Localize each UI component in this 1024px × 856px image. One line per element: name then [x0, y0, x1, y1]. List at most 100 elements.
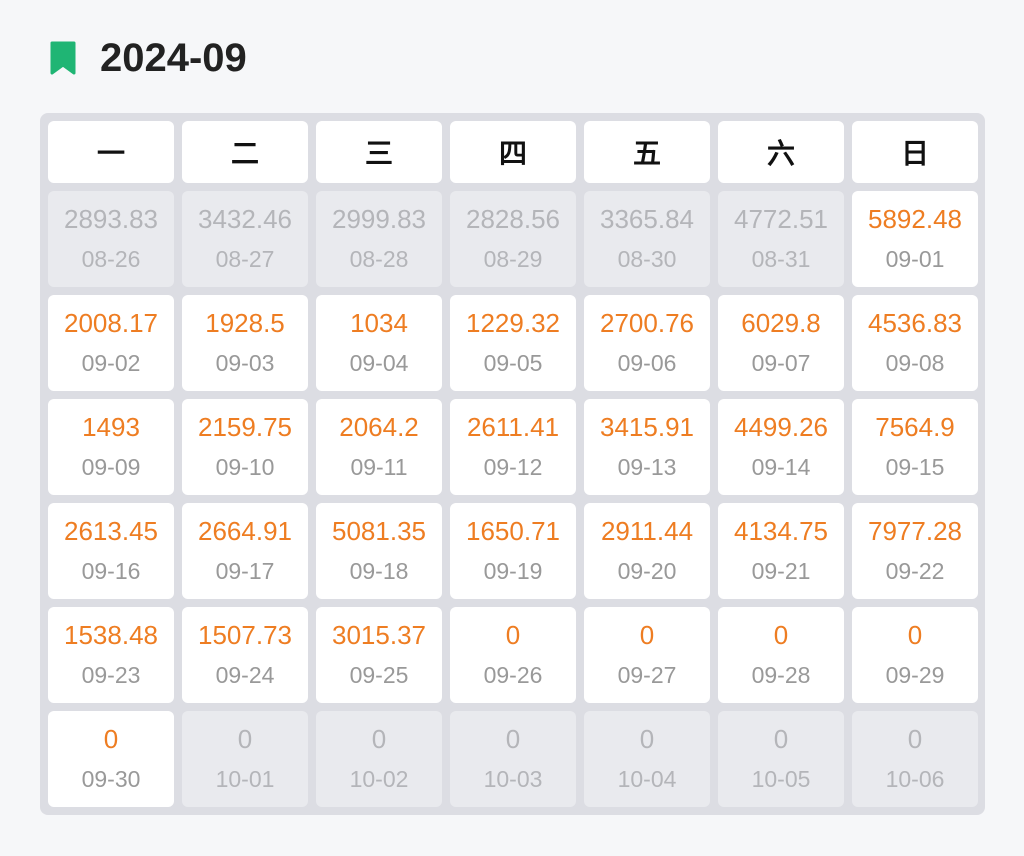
day-cell: 0 10-05: [718, 711, 844, 807]
day-cell: 7977.28 09-22: [852, 503, 978, 599]
day-value: 2700.76: [600, 308, 694, 338]
day-date: 08-30: [617, 246, 677, 272]
day-date: 10-01: [215, 766, 275, 792]
day-cell: 4772.51 08-31: [718, 191, 844, 287]
day-cell: 4134.75 09-21: [718, 503, 844, 599]
day-cell: 2064.2 09-11: [316, 399, 442, 495]
day-date: 09-16: [81, 558, 141, 584]
day-value: 3415.91: [600, 412, 694, 442]
day-value: 7977.28: [868, 516, 962, 546]
day-date: 09-18: [349, 558, 409, 584]
day-date: 09-08: [885, 350, 945, 376]
day-date: 10-02: [349, 766, 409, 792]
weekday: 五: [584, 121, 710, 183]
day-date: 09-24: [215, 662, 275, 688]
day-cell: 2159.75 09-10: [182, 399, 308, 495]
title: 2024-09: [100, 35, 247, 80]
day-date: 09-29: [885, 662, 945, 688]
weekday: 一: [48, 121, 174, 183]
day-date: 09-05: [483, 350, 543, 376]
day-value: 0: [907, 620, 923, 650]
day-value: 2008.17: [64, 308, 158, 338]
day-cell: 2613.45 09-16: [48, 503, 174, 599]
day-value: 1229.32: [466, 308, 560, 338]
day-value: 0: [505, 724, 521, 754]
day-value: 7564.9: [875, 412, 955, 442]
weekday: 三: [316, 121, 442, 183]
day-value: 2159.75: [198, 412, 292, 442]
weekday: 四: [450, 121, 576, 183]
day-value: 0: [773, 620, 789, 650]
day-value: 0: [773, 724, 789, 754]
day-value: 3432.46: [198, 204, 292, 234]
day-cell: 1034 09-04: [316, 295, 442, 391]
day-date: 09-27: [617, 662, 677, 688]
day-date: 09-09: [81, 454, 141, 480]
day-value: 4772.51: [734, 204, 828, 234]
day-cell: 0 10-03: [450, 711, 576, 807]
day-date: 09-03: [215, 350, 275, 376]
header: 2024-09: [50, 30, 247, 86]
day-cell: 3415.91 09-13: [584, 399, 710, 495]
day-date: 09-12: [483, 454, 543, 480]
day-date: 09-25: [349, 662, 409, 688]
day-value: 5081.35: [332, 516, 426, 546]
day-date: 09-01: [885, 246, 945, 272]
day-value: 3365.84: [600, 204, 694, 234]
day-date: 09-20: [617, 558, 677, 584]
day-date: 09-06: [617, 350, 677, 376]
day-cell: 0 10-06: [852, 711, 978, 807]
day-date: 09-02: [81, 350, 141, 376]
day-date: 09-22: [885, 558, 945, 584]
calendar: 一二三四五六日 2893.83 08-26 3432.46 08-27 2999.83 08…: [40, 113, 985, 815]
day-cell: 0 10-02: [316, 711, 442, 807]
day-value: 6029.8: [741, 308, 821, 338]
day-cell: 6029.8 09-07: [718, 295, 844, 391]
day-value: 1507.73: [198, 620, 292, 650]
day-value: 2828.56: [466, 204, 560, 234]
day-value: 4499.26: [734, 412, 828, 442]
day-value: 2893.83: [64, 204, 158, 234]
day-cell: 2700.76 09-06: [584, 295, 710, 391]
day-date: 09-21: [751, 558, 811, 584]
day-cell: 1493 09-09: [48, 399, 174, 495]
day-value: 1034: [350, 308, 408, 338]
day-cell: 2611.41 09-12: [450, 399, 576, 495]
day-value: 1538.48: [64, 620, 158, 650]
day-cell: 0 09-30: [48, 711, 174, 807]
day-value: 3015.37: [332, 620, 426, 650]
day-cell: 1928.5 09-03: [182, 295, 308, 391]
day-date: 09-30: [81, 766, 141, 792]
day-cell: 1229.32 09-05: [450, 295, 576, 391]
day-date: 09-04: [349, 350, 409, 376]
day-value: 2613.45: [64, 516, 158, 546]
day-date: 09-07: [751, 350, 811, 376]
day-value: 0: [639, 620, 655, 650]
day-cell: 1538.48 09-23: [48, 607, 174, 703]
day-value: 4134.75: [734, 516, 828, 546]
day-cell: 2828.56 08-29: [450, 191, 576, 287]
day-date: 09-10: [215, 454, 275, 480]
day-cell: 0 10-04: [584, 711, 710, 807]
day-date: 10-04: [617, 766, 677, 792]
day-date: 10-03: [483, 766, 543, 792]
day-cell: 2999.83 08-28: [316, 191, 442, 287]
day-value: 1493: [82, 412, 140, 442]
day-date: 09-26: [483, 662, 543, 688]
day-date: 09-11: [350, 454, 408, 480]
day-value: 0: [907, 724, 923, 754]
day-value: 4536.83: [868, 308, 962, 338]
day-cell: 1650.71 09-19: [450, 503, 576, 599]
day-value: 2064.2: [339, 412, 419, 442]
weekday: 日: [852, 121, 978, 183]
day-date: 10-06: [885, 766, 945, 792]
day-cell: 0 09-27: [584, 607, 710, 703]
day-date: 09-13: [617, 454, 677, 480]
day-date: 09-19: [483, 558, 543, 584]
day-value: 0: [237, 724, 253, 754]
day-value: 1650.71: [466, 516, 560, 546]
day-date: 09-14: [751, 454, 811, 480]
day-date: 09-23: [81, 662, 141, 688]
bookmark-icon: [50, 41, 76, 75]
